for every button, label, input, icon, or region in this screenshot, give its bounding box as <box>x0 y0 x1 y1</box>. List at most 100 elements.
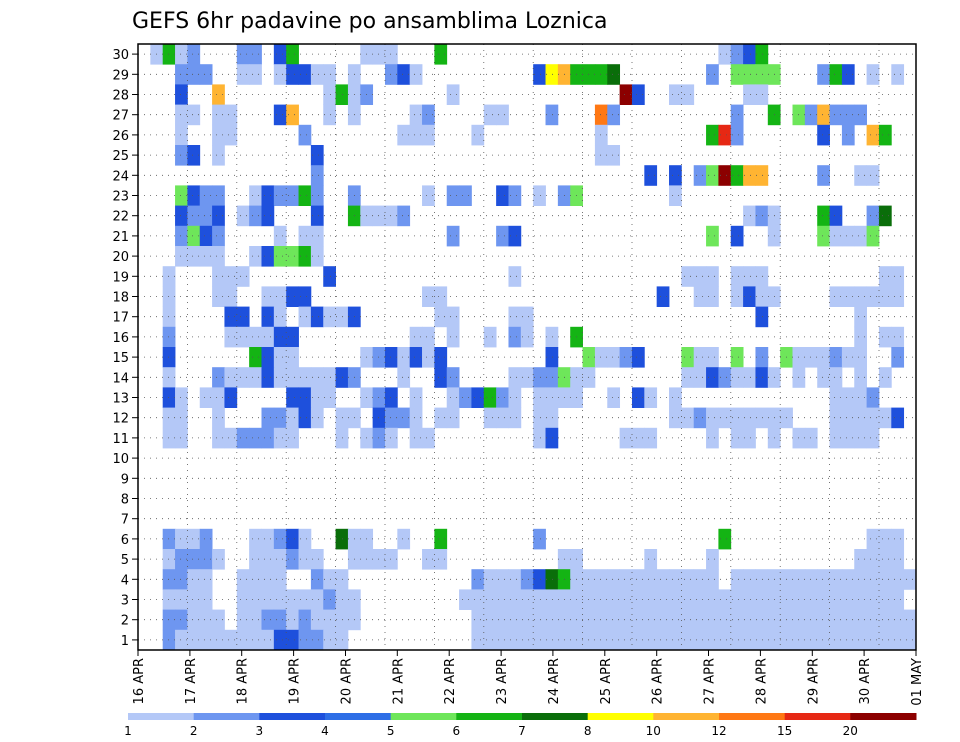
heatmap-cell <box>261 205 275 227</box>
heatmap-cell <box>323 589 336 610</box>
x-tick-label: 26 APR <box>651 658 666 704</box>
heatmap-cell <box>804 347 818 368</box>
heatmap-cell <box>706 286 719 307</box>
heatmap-cell <box>261 246 275 267</box>
heatmap-cell <box>236 589 250 610</box>
heatmap-cell <box>508 367 522 388</box>
heatmap-cell <box>323 367 336 388</box>
heatmap-cell <box>878 286 892 307</box>
heatmap-cell <box>261 569 275 590</box>
heatmap-cell <box>681 367 695 388</box>
heatmap-cell <box>236 367 250 388</box>
heatmap-cell <box>631 84 645 105</box>
heatmap-cell <box>706 266 719 287</box>
heatmap-cell <box>718 609 732 631</box>
heatmap-cell <box>644 569 658 590</box>
x-axis-ticks: 16 APR 17 APR 18 APR 19 APR 20 APR 21 APR 22 A… <box>132 650 925 706</box>
heatmap-cell <box>866 165 880 186</box>
heatmap-cell <box>446 407 460 429</box>
heatmap-cell <box>236 609 250 631</box>
heatmap-cell <box>310 629 324 651</box>
heatmap-cell <box>162 266 176 287</box>
heatmap-cell <box>384 347 398 368</box>
heatmap-cell <box>323 84 336 105</box>
heatmap-cell <box>743 589 756 610</box>
heatmap-cell <box>743 64 756 85</box>
heatmap-cell <box>273 629 287 651</box>
y-tick-label: 4 <box>121 573 129 588</box>
heatmap-cell <box>199 549 213 570</box>
heatmap-cell <box>335 569 349 590</box>
heatmap-cell <box>162 589 176 610</box>
heatmap-cell <box>249 326 262 348</box>
heatmap-cell <box>335 528 349 550</box>
heatmap-cell <box>644 427 658 449</box>
heatmap-cell <box>175 84 188 105</box>
heatmap-cell <box>162 347 176 368</box>
heatmap-cell <box>286 549 299 570</box>
heatmap-cell <box>496 104 509 126</box>
heatmap-cell <box>706 124 719 146</box>
heatmap-cell <box>471 569 485 590</box>
y-tick-label: 1 <box>121 634 129 649</box>
heatmap-cell <box>866 427 880 449</box>
heatmap-cell <box>866 124 880 146</box>
heatmap-cell <box>841 629 855 651</box>
heatmap-cell <box>533 589 546 610</box>
heatmap-cell <box>631 427 645 449</box>
heatmap-cell <box>903 609 917 631</box>
heatmap-cell <box>187 185 201 206</box>
heatmap-cell <box>594 569 608 590</box>
heatmap-cell <box>298 609 312 631</box>
heatmap-cell <box>471 629 485 651</box>
heatmap-cell <box>693 165 707 186</box>
heatmap-cell <box>422 326 435 348</box>
heatmap-cell <box>891 286 905 307</box>
heatmap-cell <box>706 165 719 186</box>
heatmap-cell <box>310 165 324 186</box>
heatmap-cell <box>175 589 188 610</box>
heatmap-cell <box>483 629 497 651</box>
heatmap-cell <box>669 165 682 186</box>
heatmap-cell <box>730 124 744 146</box>
heatmap-cell <box>533 629 546 651</box>
heatmap-cell <box>878 528 892 550</box>
heatmap-cell <box>496 225 509 247</box>
heatmap-cell <box>496 569 509 590</box>
heatmap-cell <box>422 124 435 146</box>
heatmap-cell <box>187 549 201 570</box>
heatmap-cell <box>594 145 608 166</box>
heatmap-cell <box>335 84 349 105</box>
heatmap-cell <box>286 286 299 307</box>
x-tick-label: 25 APR <box>599 658 614 704</box>
heatmap-cell <box>817 609 830 631</box>
heatmap-cell <box>496 407 509 429</box>
heatmap-cell <box>446 367 460 388</box>
heatmap-cell <box>310 407 324 429</box>
heatmap-cell <box>743 165 756 186</box>
heatmap-cell <box>471 124 485 146</box>
heatmap-cell <box>434 528 448 550</box>
heatmap-cell <box>298 407 312 429</box>
heatmap-cell <box>730 367 744 388</box>
heatmap-cell <box>409 427 423 449</box>
heatmap-cell <box>607 387 621 408</box>
heatmap-cell <box>841 427 855 449</box>
heatmap-cell <box>755 266 769 287</box>
heatmap-cell <box>236 44 250 65</box>
y-tick-label: 5 <box>121 553 129 568</box>
heatmap-cell <box>829 427 843 449</box>
heatmap-cell <box>891 326 905 348</box>
heatmap-cell <box>508 185 522 206</box>
heatmap-cell <box>446 185 460 206</box>
heatmap-cell <box>669 609 682 631</box>
y-tick-label: 22 <box>112 210 129 225</box>
heatmap-cell <box>483 104 497 126</box>
y-tick-label: 10 <box>112 452 129 467</box>
heatmap-cell <box>323 387 336 408</box>
heatmap-cell <box>384 549 398 570</box>
heatmap-cell <box>397 528 411 550</box>
heatmap-cell <box>496 609 509 631</box>
heatmap-cell <box>743 427 756 449</box>
